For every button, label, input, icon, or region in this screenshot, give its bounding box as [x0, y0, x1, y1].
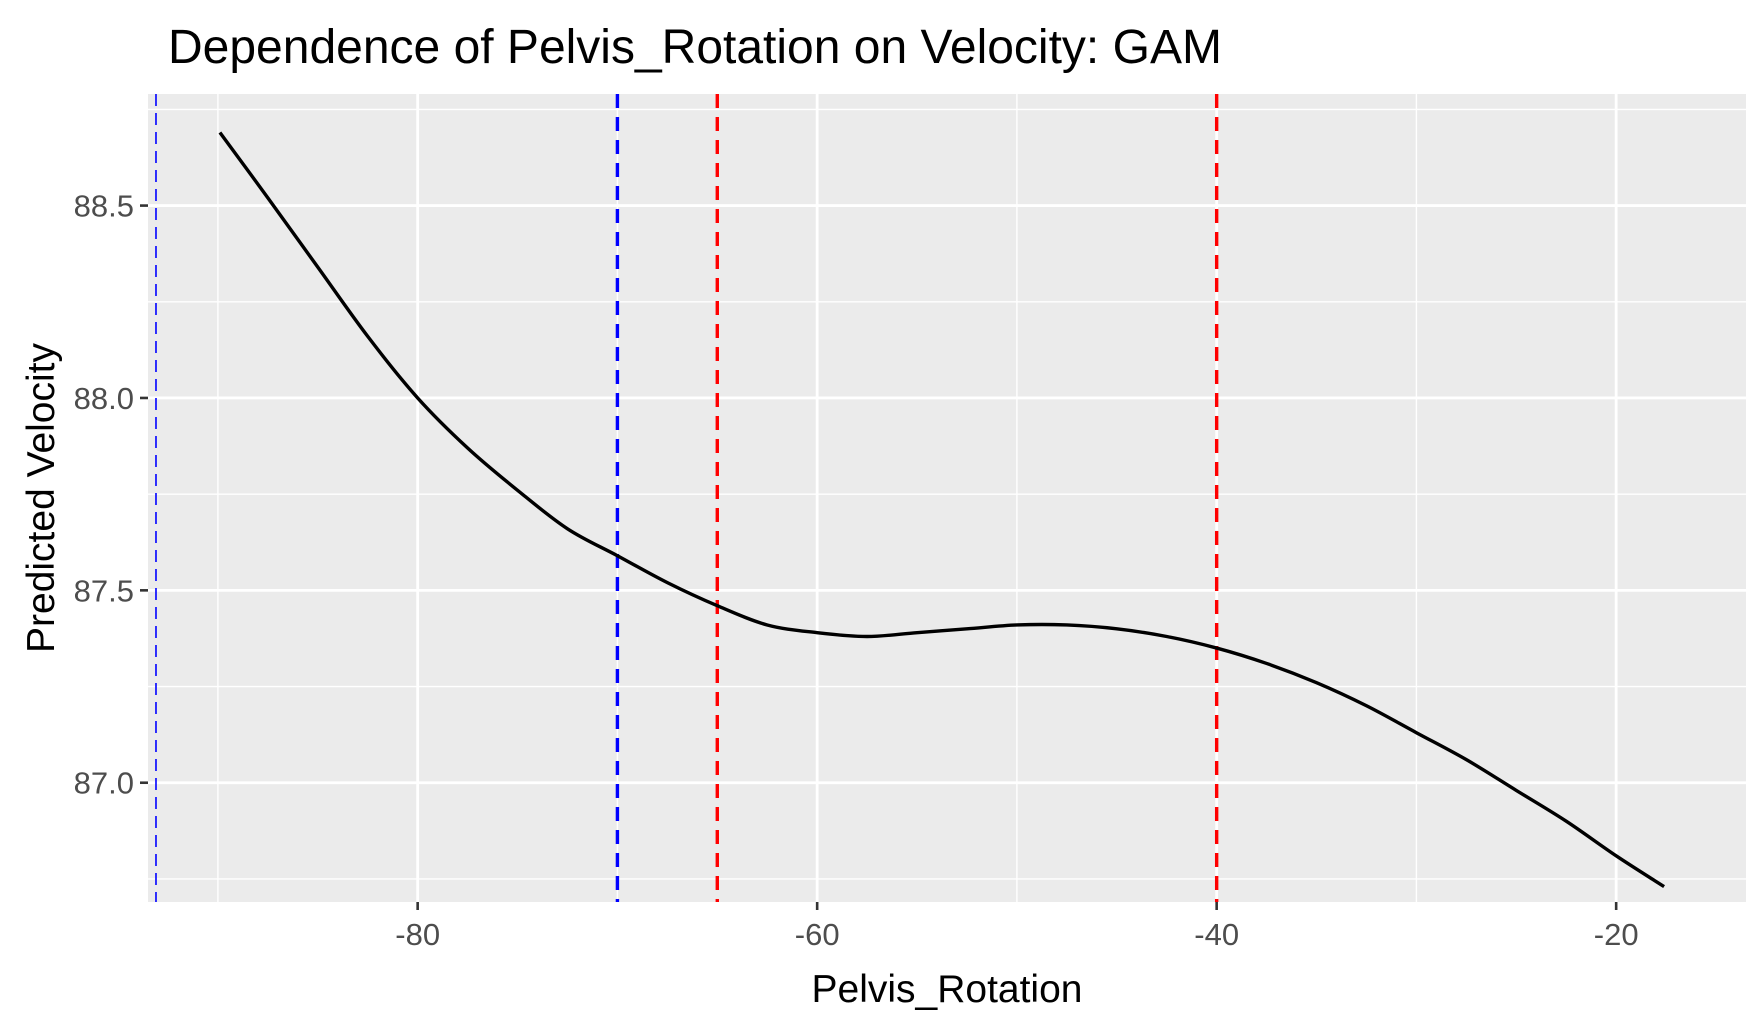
- y-tick-label: 88.0: [74, 381, 134, 416]
- reference-lines: [155, 94, 1219, 902]
- x-tick-label: -80: [395, 917, 440, 952]
- major-gridlines: [148, 94, 1746, 902]
- gam-fit-line: [218, 131, 1666, 889]
- chart-title: Dependence of Pelvis_Rotation on Velocit…: [168, 21, 1222, 74]
- y-tick-label: 88.5: [74, 189, 134, 224]
- minor-gridlines: [148, 94, 1746, 902]
- y-tick-label: 87.5: [74, 573, 134, 608]
- x-axis: -80 -60 -40 -20: [395, 902, 1639, 952]
- plot-panel: [148, 94, 1746, 902]
- y-axis-title: Predicted Velocity: [20, 343, 63, 654]
- y-axis: 87.0 87.5 88.0 88.5: [74, 189, 148, 801]
- x-tick-label: -20: [1594, 917, 1639, 952]
- x-tick-label: -60: [795, 917, 840, 952]
- y-tick-label: 87.0: [74, 766, 134, 801]
- x-axis-title: Pelvis_Rotation: [812, 968, 1083, 1011]
- x-tick-label: -40: [1194, 917, 1239, 952]
- series-group: [218, 131, 1666, 889]
